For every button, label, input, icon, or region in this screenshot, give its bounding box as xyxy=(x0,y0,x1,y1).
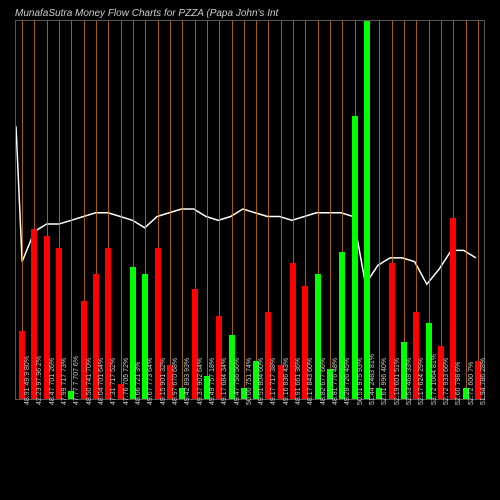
x-label: 48.17 843 60% xyxy=(307,358,314,405)
x-label: 52.61 996 40% xyxy=(381,358,388,405)
x-label: 48.50 741 70% xyxy=(86,358,93,405)
x-label: 48.91 661 36% xyxy=(295,358,302,405)
x-label: 51.94 786 28% xyxy=(480,358,487,405)
x-label: 47.31 717 52% xyxy=(110,358,117,405)
x-label: 52.53 468 33% xyxy=(406,358,413,405)
x-label: 50.51 975 93% xyxy=(357,358,364,405)
x-label: 48.04 701 64% xyxy=(98,358,105,405)
grid-line xyxy=(256,21,257,399)
x-label: 52.19 601 51% xyxy=(394,358,401,405)
grid-line xyxy=(330,21,331,399)
grid-line xyxy=(441,21,442,399)
x-label: 49.28 726 45% xyxy=(344,358,351,405)
volume-bar xyxy=(364,21,370,399)
x-label: 51.44 2483 81% xyxy=(369,354,376,405)
volume-bar xyxy=(352,116,358,400)
x-label: 49.37 902 64% xyxy=(197,358,204,405)
x-label: 48.91 49.9 80% xyxy=(24,356,31,405)
x-label: 47.77 7 707 6% xyxy=(73,356,80,405)
x-label: 52.72 933 66% xyxy=(443,358,450,405)
grid-line xyxy=(121,21,122,399)
x-axis-labels: 48.91 49.9 80%42.23 97.96 2%48.47 701 26… xyxy=(15,405,485,500)
x-label: 48.47 701 26% xyxy=(49,358,56,405)
x-label: 49.15 901 32% xyxy=(160,358,167,405)
grid-line xyxy=(281,21,282,399)
x-label: 48.81 776 48% xyxy=(332,358,339,405)
x-label: 49.17 684 34% xyxy=(221,358,228,405)
grid-line xyxy=(466,21,467,399)
x-label: 47.76 705 72% xyxy=(123,358,130,405)
x-label: 52.72 600 7% xyxy=(468,362,475,405)
x-label: 49.42 893 93% xyxy=(184,358,191,405)
grid-line xyxy=(207,21,208,399)
x-label: 49.67 773 64% xyxy=(147,358,154,405)
x-label: 49.49 757 18% xyxy=(209,358,216,405)
x-label: 49.16 836 43% xyxy=(283,358,290,405)
x-label: 42.23 97.96 2% xyxy=(36,356,43,405)
x-label: 53.72 1064 81% xyxy=(431,354,438,405)
x-label: 52.60 798 6% xyxy=(455,362,462,405)
chart-title: MunafaSutra Money Flow Charts for PZZA (… xyxy=(15,8,278,19)
x-label: 48.66 721 3% xyxy=(135,362,142,405)
x-label: 50.00 751 74% xyxy=(246,358,253,405)
plot-area xyxy=(15,20,485,400)
grid-line xyxy=(244,21,245,399)
x-label: 49.51 804 60% xyxy=(258,358,265,405)
grid-line xyxy=(71,21,72,399)
grid-line xyxy=(379,21,380,399)
grid-line xyxy=(478,21,479,399)
grid-line xyxy=(170,21,171,399)
x-label: 52.17 624 29% xyxy=(418,358,425,405)
x-label: 49.47 756 56% xyxy=(234,358,241,405)
grid-line xyxy=(182,21,183,399)
x-label: 48.97 670 68% xyxy=(172,358,179,405)
money-flow-chart: MunafaSutra Money Flow Charts for PZZA (… xyxy=(0,0,500,500)
x-label: 49.17 717 38% xyxy=(270,358,277,405)
x-label: 47.99 717 73% xyxy=(61,358,68,405)
x-label: 48.82 677 66% xyxy=(320,358,327,405)
